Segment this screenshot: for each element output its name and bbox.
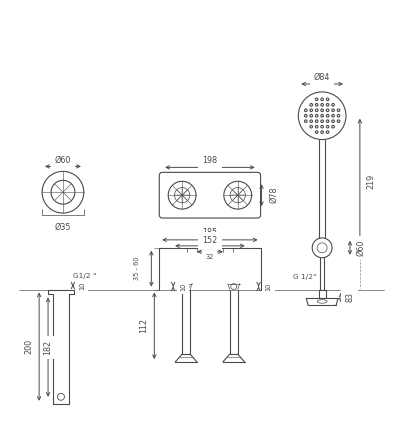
Text: 32: 32 <box>206 254 214 260</box>
Text: 10: 10 <box>79 281 85 290</box>
Circle shape <box>315 120 318 122</box>
Circle shape <box>326 120 329 122</box>
Circle shape <box>304 114 307 117</box>
Text: 198: 198 <box>202 156 218 165</box>
Text: 83: 83 <box>346 292 354 303</box>
Circle shape <box>332 104 334 106</box>
Text: 182: 182 <box>44 340 52 355</box>
Circle shape <box>321 125 324 128</box>
Text: 200: 200 <box>25 339 34 354</box>
Text: Ø60: Ø60 <box>55 156 71 165</box>
Circle shape <box>326 104 329 106</box>
Circle shape <box>326 125 329 128</box>
Text: Ø78: Ø78 <box>269 187 278 203</box>
Circle shape <box>326 114 329 117</box>
Circle shape <box>310 114 312 117</box>
Text: Ø84: Ø84 <box>314 73 330 81</box>
Circle shape <box>315 125 318 128</box>
Circle shape <box>321 120 324 122</box>
Text: 112: 112 <box>139 318 148 333</box>
Circle shape <box>326 109 329 112</box>
Circle shape <box>321 109 324 112</box>
Text: 219: 219 <box>366 174 375 190</box>
Circle shape <box>315 109 318 112</box>
Circle shape <box>310 109 312 112</box>
Circle shape <box>326 131 329 134</box>
Text: 10: 10 <box>180 283 186 291</box>
Text: 35 - 60: 35 - 60 <box>134 257 140 280</box>
Circle shape <box>326 98 329 101</box>
Circle shape <box>337 114 340 117</box>
Circle shape <box>337 120 340 122</box>
Text: G 1/2": G 1/2" <box>293 274 317 279</box>
Circle shape <box>332 114 334 117</box>
Circle shape <box>321 98 324 101</box>
Text: Ø35: Ø35 <box>55 222 71 231</box>
Text: 152: 152 <box>202 236 218 245</box>
Circle shape <box>332 120 334 122</box>
Text: 10: 10 <box>266 283 272 291</box>
Circle shape <box>315 131 318 134</box>
Circle shape <box>337 109 340 112</box>
Circle shape <box>315 114 318 117</box>
Circle shape <box>310 125 312 128</box>
Circle shape <box>332 109 334 112</box>
Circle shape <box>304 109 307 112</box>
Circle shape <box>310 104 312 106</box>
Circle shape <box>315 104 318 106</box>
Text: 185: 185 <box>202 228 218 238</box>
Circle shape <box>304 120 307 122</box>
Text: Ø60: Ø60 <box>356 240 365 256</box>
Circle shape <box>315 98 318 101</box>
Text: G1/2 ": G1/2 " <box>73 273 96 279</box>
Circle shape <box>332 125 334 128</box>
Circle shape <box>321 104 324 106</box>
Circle shape <box>310 120 312 122</box>
Circle shape <box>321 131 324 134</box>
Circle shape <box>321 114 324 117</box>
